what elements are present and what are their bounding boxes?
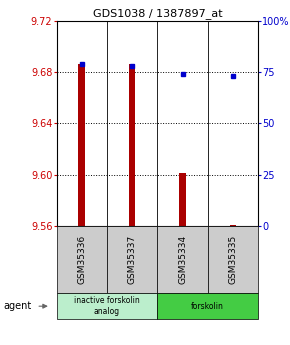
Text: GSM35335: GSM35335 (229, 235, 238, 284)
Text: forskolin: forskolin (191, 302, 224, 311)
Bar (79, 64, 85, 226)
Bar (230, 225, 236, 226)
Bar (129, 64, 135, 226)
Bar (179, 174, 186, 226)
Text: GSM35334: GSM35334 (178, 235, 187, 284)
Text: agent: agent (3, 301, 31, 311)
Text: inactive forskolin
analog: inactive forskolin analog (74, 296, 140, 316)
Title: GDS1038 / 1387897_at: GDS1038 / 1387897_at (93, 9, 222, 19)
Text: GSM35337: GSM35337 (128, 235, 137, 284)
Text: GSM35336: GSM35336 (77, 235, 86, 284)
